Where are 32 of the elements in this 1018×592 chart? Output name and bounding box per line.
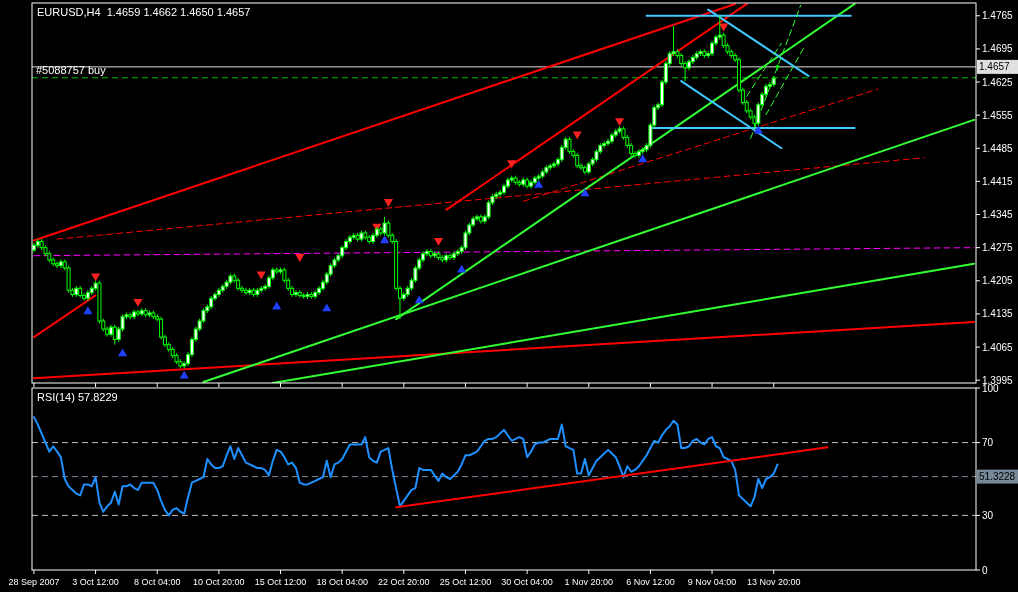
chart-title: RSI(14) 57.8229	[37, 391, 118, 403]
y-tick-label: 1.4205	[982, 275, 1014, 287]
x-tick-label: 13 Nov 20:00	[746, 577, 801, 587]
y-tick-label: 0	[982, 564, 988, 576]
y-tick-label: 1.4275	[982, 242, 1014, 254]
y-tick-label: 1.4135	[982, 308, 1014, 320]
y-tick-label: 1.4415	[982, 175, 1014, 187]
x-tick-label: 1 Nov 20:00	[564, 577, 614, 587]
annotation: #5088757 buy	[35, 63, 107, 76]
x-tick-label: 18 Oct 04:00	[316, 577, 368, 587]
y-tick-label: 1.4345	[982, 209, 1014, 221]
x-tick-label: 15 Oct 12:00	[254, 577, 307, 587]
x-tick-label: 25 Oct 12:00	[439, 577, 492, 587]
x-tick-label: 9 Nov 04:00	[687, 577, 737, 587]
y-tick-label: 1.4695	[982, 43, 1014, 55]
y-tick-label: 1.4555	[982, 109, 1014, 121]
x-tick-label: 6 Nov 12:00	[626, 577, 675, 587]
ref-line-label: 1.4657	[979, 61, 1011, 73]
x-tick-label: 8 Oct 04:00	[133, 577, 181, 587]
y-tick-label: 1.4625	[982, 76, 1014, 88]
x-tick-label: 28 Sep 2007	[8, 577, 60, 587]
x-tick-label: 30 Oct 04:00	[501, 577, 553, 587]
x-tick-label: 3 Oct 12:00	[72, 577, 119, 587]
y-tick-label: 1.4485	[982, 142, 1014, 154]
y-tick-label: 70	[982, 437, 994, 449]
x-tick-label: 10 Oct 20:00	[193, 577, 245, 587]
y-tick-label: 1.4065	[982, 341, 1014, 353]
ref-line-label: 51.3228	[979, 471, 1016, 483]
y-tick-label: 30	[982, 509, 994, 521]
x-tick-label: 22 Oct 20:00	[378, 577, 430, 587]
chart-title: EURUSD,H4 1.4659 1.4662 1.4650 1.4657	[37, 6, 251, 18]
y-tick-label: 1.4765	[982, 10, 1014, 22]
